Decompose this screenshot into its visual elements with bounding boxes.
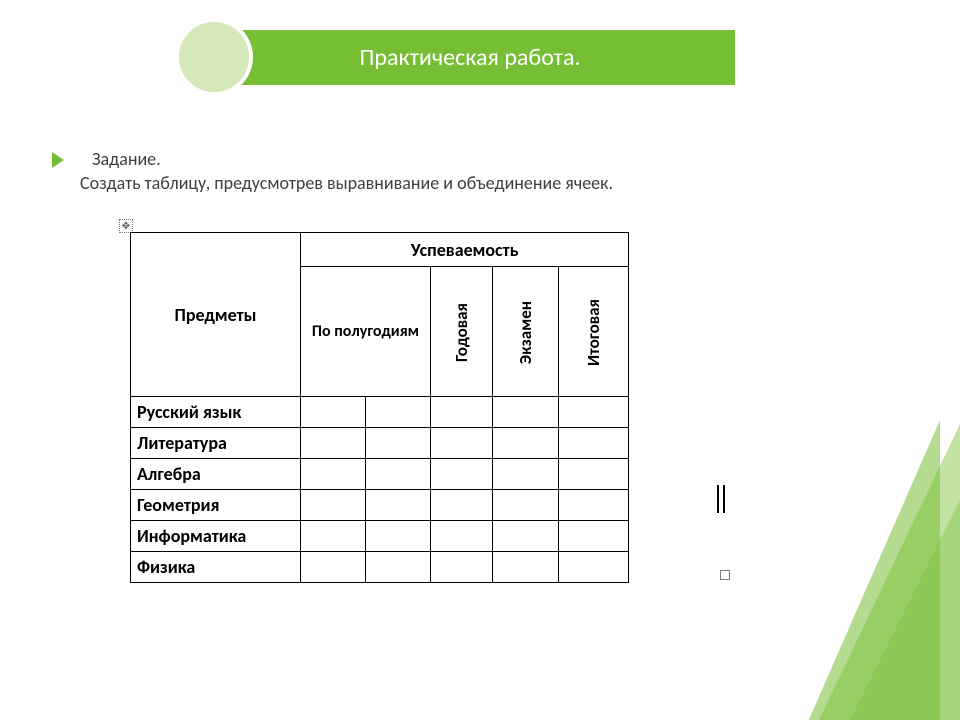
table-header-row-1: Предметы Успеваемость	[131, 233, 629, 267]
header-semesters: По полугодиям	[301, 267, 431, 397]
bullet-icon	[52, 152, 64, 168]
subject-cell: Литература	[131, 428, 301, 459]
empty-cell	[366, 490, 431, 521]
empty-cell	[431, 397, 493, 428]
empty-cell	[493, 521, 559, 552]
table-row: Физика	[131, 552, 629, 583]
empty-cell	[559, 521, 629, 552]
grades-table: Предметы Успеваемость По полугодиям Годо…	[130, 232, 629, 583]
header-subjects: Предметы	[131, 233, 301, 397]
empty-cell	[301, 459, 366, 490]
empty-cell	[301, 397, 366, 428]
text-cursor-icon	[717, 485, 726, 513]
empty-cell	[366, 428, 431, 459]
task-label: Задание.	[92, 148, 161, 170]
empty-cell	[559, 459, 629, 490]
empty-cell	[366, 459, 431, 490]
header-performance: Успеваемость	[301, 233, 629, 267]
empty-cell	[559, 397, 629, 428]
empty-cell	[431, 490, 493, 521]
subject-cell: Физика	[131, 552, 301, 583]
table-row: Русский язык	[131, 397, 629, 428]
table-row: Алгебра	[131, 459, 629, 490]
title-circle-decoration	[175, 18, 253, 96]
subject-cell: Алгебра	[131, 459, 301, 490]
empty-cell	[559, 428, 629, 459]
table-row: Информатика	[131, 521, 629, 552]
task-description: Создать таблицу, предусмотрев выравниван…	[80, 172, 613, 194]
empty-cell	[559, 490, 629, 521]
empty-cell	[493, 490, 559, 521]
header-exam: Экзамен	[493, 267, 559, 397]
empty-cell	[301, 552, 366, 583]
table-row: Геометрия	[131, 490, 629, 521]
empty-cell	[431, 521, 493, 552]
table-resize-handle-icon	[720, 570, 730, 580]
header-yearly: Годовая	[431, 267, 493, 397]
empty-cell	[301, 521, 366, 552]
empty-cell	[366, 552, 431, 583]
subject-cell: Информатика	[131, 521, 301, 552]
empty-cell	[559, 552, 629, 583]
table-anchor-icon: ✥	[119, 219, 133, 233]
empty-cell	[493, 459, 559, 490]
empty-cell	[301, 428, 366, 459]
empty-cell	[431, 459, 493, 490]
empty-cell	[366, 521, 431, 552]
empty-cell	[431, 552, 493, 583]
empty-cell	[493, 397, 559, 428]
bg-triangle-3	[800, 420, 940, 720]
header-final: Итоговая	[559, 267, 629, 397]
subject-cell: Русский язык	[131, 397, 301, 428]
empty-cell	[431, 428, 493, 459]
empty-cell	[366, 397, 431, 428]
table-row: Литература	[131, 428, 629, 459]
slide-title-bar: Практическая работа.	[205, 30, 735, 85]
subject-cell: Геометрия	[131, 490, 301, 521]
empty-cell	[301, 490, 366, 521]
empty-cell	[493, 552, 559, 583]
slide-title-text: Практическая работа.	[359, 43, 580, 72]
empty-cell	[493, 428, 559, 459]
